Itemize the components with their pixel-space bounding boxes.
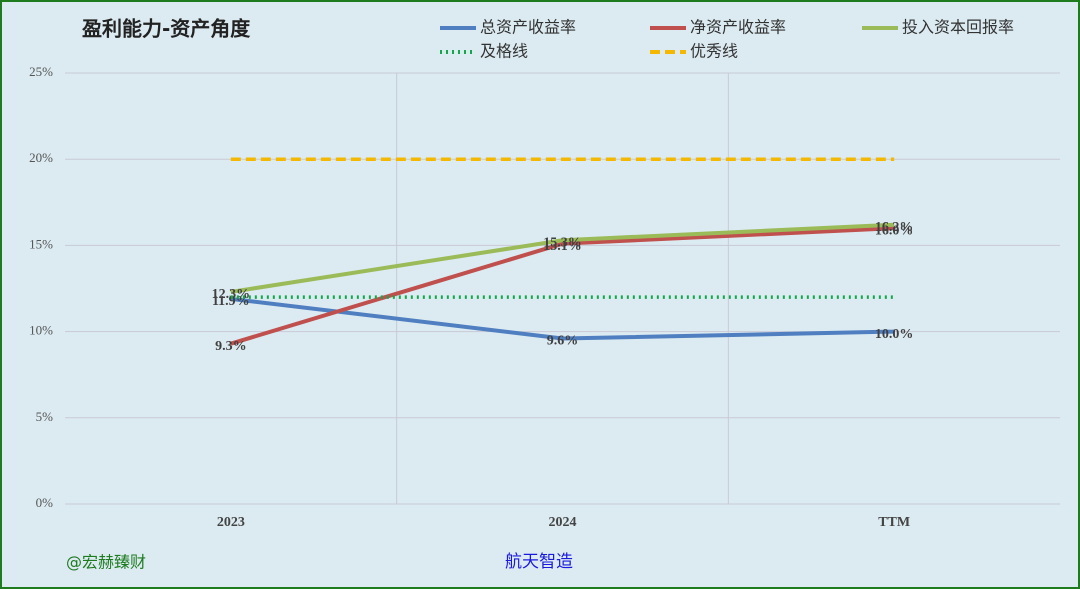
chart-title: 盈利能力-资产角度 — [81, 17, 251, 41]
data-label: 15.3% — [543, 235, 582, 250]
data-label: 11.9% — [212, 294, 250, 309]
legend-label: 优秀线 — [690, 42, 738, 61]
legend-label: 总资产收益率 — [480, 18, 576, 37]
watermark: @宏赫臻财 — [66, 553, 146, 572]
y-tick-label: 25% — [29, 64, 53, 79]
legend-label: 及格线 — [480, 42, 528, 61]
x-tick-label: 2024 — [549, 515, 577, 530]
subject: 航天智造 — [505, 552, 573, 572]
y-tick-label: 20% — [29, 150, 53, 165]
x-tick-label: 2023 — [217, 515, 245, 530]
legend-label: 投入资本回报率 — [902, 18, 1014, 37]
x-tick-label: TTM — [878, 515, 910, 530]
data-label: 16.2% — [875, 220, 914, 235]
y-tick-label: 10% — [29, 323, 53, 338]
series-line — [230, 226, 895, 346]
data-label: 9.6% — [547, 334, 579, 349]
data-label: 12.3% — [212, 287, 251, 302]
data-label: 10.0% — [875, 327, 914, 342]
legend-label: 净资产收益率 — [690, 18, 786, 37]
y-tick-label: 15% — [29, 236, 53, 251]
y-tick-label: 5% — [36, 409, 54, 424]
y-tick-label: 0% — [36, 495, 54, 510]
data-label: 9.3% — [215, 339, 247, 354]
series-line — [230, 222, 895, 294]
